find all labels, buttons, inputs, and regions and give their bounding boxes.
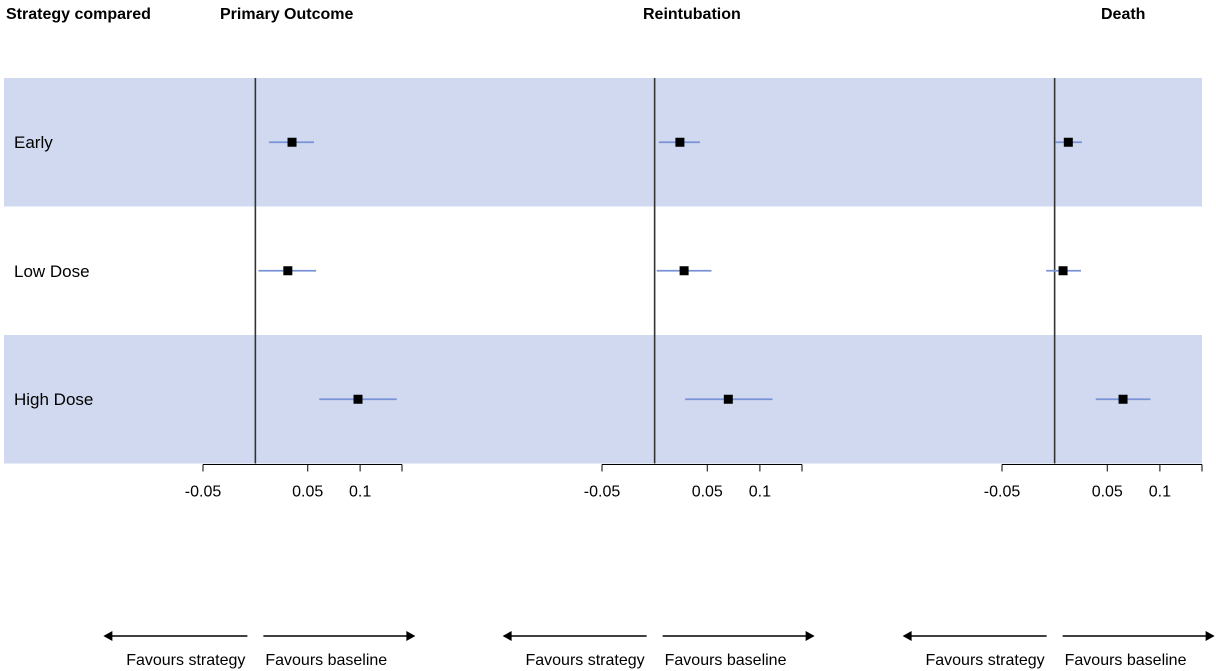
reintubation-point-low-dose <box>679 266 689 276</box>
death-arrow-right-head <box>1205 631 1215 641</box>
reintubation-tick-label-1: 0.05 <box>692 484 723 501</box>
primary-outcome-point-high-dose <box>353 394 363 404</box>
reintubation-point-high-dose <box>723 394 733 404</box>
death-tick-label-1: 0.05 <box>1092 484 1123 501</box>
death-point-high-dose <box>1118 394 1128 404</box>
reintubation-tick-label-0: -0.05 <box>584 484 621 501</box>
primary-outcome-arrow-left-head <box>103 631 113 641</box>
row-label-low-dose: Low Dose <box>14 262 90 281</box>
death-favours-baseline-label: Favours baseline <box>1065 652 1187 669</box>
primary-outcome-tick-label-0: -0.05 <box>185 484 222 501</box>
death-point-low-dose <box>1058 266 1068 276</box>
death-arrow-left-head <box>902 631 912 641</box>
primary-outcome-point-early <box>287 137 297 147</box>
primary-outcome-point-low-dose <box>283 266 293 276</box>
reintubation-favours-baseline-label: Favours baseline <box>665 652 787 669</box>
death-point-early <box>1063 137 1073 147</box>
reintubation-arrow-right-head <box>805 631 815 641</box>
reintubation-favours-strategy-label: Favours strategy <box>525 652 644 669</box>
primary-outcome-tick-label-1: 0.05 <box>292 484 323 501</box>
panel-title-death: Death <box>1101 6 1146 23</box>
primary-outcome-tick-label-2: 0.1 <box>349 484 371 501</box>
primary-outcome-favours-strategy-label: Favours strategy <box>126 652 245 669</box>
death-favours-strategy-label: Favours strategy <box>925 652 1044 669</box>
reintubation-point-early <box>675 137 685 147</box>
row-label-high-dose: High Dose <box>14 390 94 409</box>
primary-outcome-favours-baseline-label: Favours baseline <box>265 652 387 669</box>
death-tick-label-0: -0.05 <box>984 484 1021 501</box>
panel-title-reintubation: Reintubation <box>643 6 741 23</box>
strategy-column-header: Strategy compared <box>6 6 151 23</box>
row-band-high-dose <box>4 335 1202 464</box>
row-band-early <box>4 78 1202 207</box>
reintubation-arrow-left-head <box>502 631 512 641</box>
row-label-early: Early <box>14 133 53 152</box>
death-tick-label-2: 0.1 <box>1149 484 1171 501</box>
panel-title-primary-outcome: Primary Outcome <box>220 6 354 23</box>
primary-outcome-arrow-right-head <box>406 631 416 641</box>
reintubation-tick-label-2: 0.1 <box>749 484 771 501</box>
